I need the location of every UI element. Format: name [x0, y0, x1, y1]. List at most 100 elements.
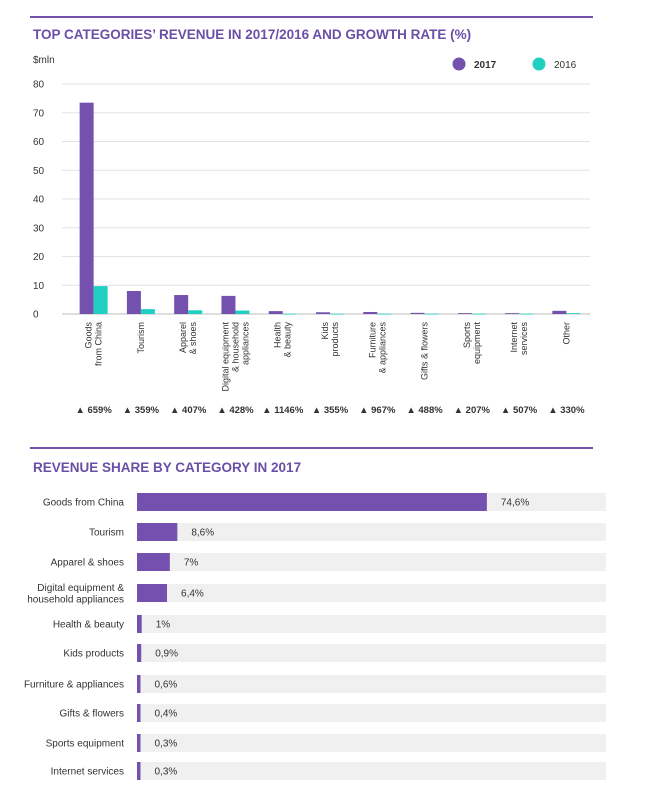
category-label: Internetservices — [509, 322, 529, 356]
bar-2017-1 — [126, 291, 141, 314]
category-label-line: Other — [561, 322, 571, 345]
category-label-line: from China — [94, 322, 104, 366]
chart1-category-labels: Goodsfrom China Tourism Apparel& shoes Digi… — [84, 322, 572, 392]
y-tick-label: 60 — [33, 137, 45, 148]
share-track — [137, 553, 606, 571]
share-value-label: 7% — [184, 558, 199, 569]
growth-rate-label: ▲ 359% — [123, 405, 160, 416]
growth-rate-label: ▲ 207% — [454, 405, 491, 416]
category-label-line: & household — [230, 322, 240, 372]
share-category-label: Internet services — [51, 767, 124, 778]
category-label-line: Digital equipment — [220, 322, 230, 392]
legend-swatch-2017 — [452, 57, 466, 71]
bar-2017-7 — [410, 312, 425, 314]
category-label-line: & shoes — [188, 322, 198, 355]
share-category-label-line: Digital equipment & — [37, 583, 124, 594]
share-category-label: Apparel & shoes — [51, 558, 124, 569]
bar-2017-3 — [221, 295, 236, 314]
category-label-line: Sports — [462, 322, 472, 349]
share-category-label: Kids products — [63, 649, 124, 660]
category-label-text: Gifts & flowers — [420, 322, 430, 381]
category-label-line: products — [330, 322, 340, 357]
share-track — [137, 734, 606, 752]
category-label-line: Goods — [84, 322, 94, 349]
category-label-text: Other — [561, 322, 571, 345]
category-label: Digital equipment& householdappliances — [220, 322, 250, 392]
y-tick-label: 40 — [33, 195, 45, 206]
category-label-text: Tourism — [136, 322, 146, 354]
bar-2016-10 — [566, 313, 581, 314]
category-label-line: Internet — [509, 322, 519, 353]
y-tick-label: 80 — [33, 80, 45, 91]
bar-2017-4 — [268, 311, 283, 314]
bar-2016-9 — [519, 313, 534, 315]
category-label-text: Sportsequipment — [462, 322, 482, 365]
category-label: Gifts & flowers — [420, 322, 430, 381]
bar-2016-2 — [188, 310, 203, 314]
share-value-label: 8,6% — [191, 528, 214, 539]
category-label-line: Health — [273, 322, 283, 348]
share-bar-8 — [137, 734, 141, 752]
share-track — [137, 644, 606, 662]
share-value-label: 1% — [156, 620, 171, 631]
category-label-text: Furniture& appliances — [367, 322, 387, 374]
legend-label-2017: 2017 — [474, 60, 497, 71]
category-label-line: Tourism — [136, 322, 146, 354]
category-label-line: services — [519, 322, 529, 356]
growth-rate-label: ▲ 1146% — [262, 405, 304, 416]
share-value-label: 0,3% — [155, 739, 178, 750]
bar-2017-9 — [505, 313, 520, 314]
y-tick-label: 70 — [33, 108, 45, 119]
category-label: Health& beauty — [273, 322, 293, 358]
share-value-label: 74,6% — [501, 498, 529, 509]
chart1-growth-rates: ▲ 659% ▲ 359% ▲ 407% ▲ 428% ▲ 1146% ▲ 355% ▲ 9… — [75, 405, 585, 416]
bar-2016-7 — [424, 313, 439, 315]
category-label-line: Apparel — [178, 322, 188, 353]
growth-rate-label: ▲ 967% — [359, 405, 396, 416]
category-label-text: Health& beauty — [273, 322, 293, 358]
bar-2016-1 — [140, 309, 155, 314]
bar-2017-0 — [79, 102, 94, 314]
y-tick-label: 0 — [33, 310, 39, 321]
category-label: Goodsfrom China — [84, 322, 104, 367]
bar-2017-10 — [552, 310, 567, 314]
share-bar-7 — [137, 704, 141, 722]
share-track — [137, 762, 606, 780]
category-label-text: Digital equipment& householdappliances — [220, 322, 250, 392]
category-label: Kidsproducts — [320, 322, 340, 357]
share-category-label: Sports equipment — [46, 739, 125, 750]
y-tick-label: 10 — [33, 281, 45, 292]
growth-rate-label: ▲ 488% — [406, 405, 443, 416]
share-category-label: Goods from China — [43, 498, 125, 509]
chart2-title: REVENUE SHARE BY CATEGORY IN 2017 — [33, 460, 301, 475]
share-category-label-line: Kids products — [63, 649, 124, 660]
share-value-label: 0,6% — [155, 680, 178, 691]
share-bar-2 — [137, 553, 170, 571]
category-label-line: Furniture — [367, 322, 377, 358]
chart1-title: TOP CATEGORIES’ REVENUE IN 2017/2016 AND… — [33, 27, 471, 42]
legend-swatch-2016 — [532, 57, 546, 71]
share-category-label: Health & beauty — [53, 620, 124, 631]
share-category-label-line: Goods from China — [43, 498, 125, 509]
share-bar-4 — [137, 615, 142, 633]
bar-2016-0 — [93, 286, 108, 314]
category-label-line: & beauty — [283, 322, 293, 358]
share-category-label-line: Apparel & shoes — [51, 558, 124, 569]
bar-2016-4 — [282, 313, 297, 315]
share-category-label-line: Sports equipment — [46, 739, 125, 750]
category-label-text: Internetservices — [509, 322, 529, 356]
share-bar-9 — [137, 762, 141, 780]
chart1-gridlines: 0 10 20 30 40 50 60 70 80 — [33, 80, 590, 321]
share-category-label-line: household appliances — [27, 594, 124, 605]
share-value-label: 0,4% — [155, 709, 178, 720]
bar-2016-8 — [471, 313, 486, 315]
share-value-label: 6,4% — [181, 589, 204, 600]
bar-2017-8 — [457, 313, 472, 314]
share-category-label-line: Furniture & appliances — [24, 680, 124, 691]
category-label-line: equipment — [472, 322, 482, 365]
share-bar-0 — [137, 493, 487, 511]
category-label: Tourism — [136, 322, 146, 354]
share-bar-3 — [137, 584, 168, 602]
share-bar-1 — [137, 523, 178, 541]
